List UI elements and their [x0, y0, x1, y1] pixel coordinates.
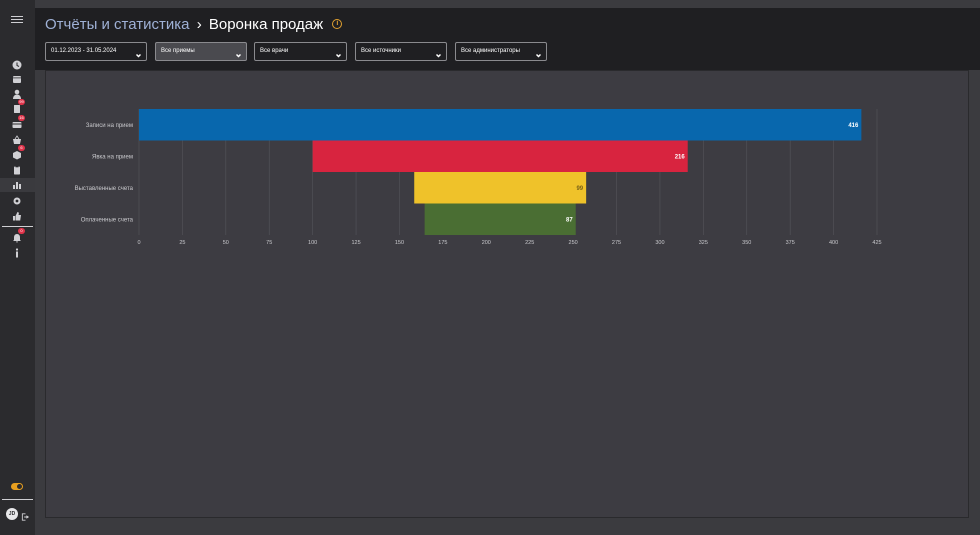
x-tick-label-11: 275: [612, 240, 621, 246]
sources-value: Все источники: [361, 48, 402, 54]
sidebar-bottom-divider: [2, 499, 33, 500]
category-label-1: Явка на прием: [92, 154, 133, 160]
x-tick-label-10: 250: [569, 240, 578, 246]
chevron-down-icon: [435, 49, 442, 58]
x-tick-label-9: 225: [525, 240, 534, 246]
category-label-0: Записи на прием: [86, 123, 133, 129]
document-icon[interactable]: 99: [8, 99, 26, 116]
chevron-down-icon: [135, 49, 142, 58]
document-badge: 99: [18, 99, 25, 105]
logout-icon[interactable]: [21, 509, 30, 521]
chevron-down-icon: [235, 49, 242, 58]
doctors-value: Все врачи: [260, 48, 289, 54]
x-tick-label-15: 375: [786, 240, 795, 246]
bar-chart-icon[interactable]: [8, 178, 26, 192]
sidebar-divider: [2, 226, 33, 227]
page-title: Отчёты и статистика › Воронка продаж i: [45, 16, 343, 33]
x-tick-label-2: 50: [223, 240, 229, 246]
info-icon[interactable]: [8, 246, 26, 260]
page-title-text: Воронка продаж: [208, 16, 324, 33]
x-tick-label-8: 200: [482, 240, 491, 246]
theme-toggle[interactable]: [11, 483, 23, 490]
chevron-down-icon: [535, 49, 542, 58]
sidebar: 99 16 6 0 JD: [0, 0, 35, 535]
value-label-0: 416: [848, 123, 859, 129]
appointments-value: Все приемы: [161, 48, 195, 54]
card-badge: 16: [18, 115, 25, 121]
doctors-filter[interactable]: Все врачи: [254, 42, 347, 61]
clock-icon[interactable]: [8, 58, 26, 72]
x-tick-label-1: 25: [179, 240, 185, 246]
header-panel: Отчёты и статистика › Воронка продаж i 0…: [35, 8, 980, 70]
category-label-3: Оплаченные счета: [81, 217, 134, 223]
bell-icon[interactable]: 0: [8, 228, 26, 245]
date-range-filter[interactable]: 01.12.2023 - 31.05.2024: [45, 42, 147, 61]
x-tick-label-7: 175: [438, 240, 447, 246]
avatar[interactable]: JD: [6, 508, 18, 520]
sources-filter[interactable]: Все источники: [355, 42, 447, 61]
value-label-3: 87: [566, 217, 573, 223]
x-tick-label-17: 425: [872, 240, 881, 246]
administrators-value: Все администраторы: [461, 48, 520, 54]
chevron-down-icon: [335, 49, 342, 58]
info-circle-icon[interactable]: i: [332, 19, 343, 29]
calendar-icon[interactable]: [8, 72, 26, 86]
basket-icon[interactable]: [8, 133, 26, 147]
hamburger-menu-icon[interactable]: [11, 16, 23, 26]
box-badge: 6: [18, 145, 25, 151]
funnel-bar-2[interactable]: [414, 172, 587, 204]
user-icon[interactable]: [8, 87, 26, 101]
x-tick-label-16: 400: [829, 240, 838, 246]
value-label-2: 99: [576, 186, 583, 192]
chart-panel: 0 25 50 75 100 125 150 175 200 225 250 275 300 325 350…: [45, 70, 969, 518]
administrators-filter[interactable]: Все администраторы: [455, 42, 547, 61]
x-tick-label-0: 0: [137, 240, 140, 246]
thumb-icon[interactable]: [8, 209, 26, 223]
funnel-bar-0[interactable]: [139, 109, 862, 141]
card-icon[interactable]: 16: [8, 115, 26, 132]
clipboard-icon[interactable]: [8, 163, 26, 177]
x-tick-label-5: 125: [351, 240, 360, 246]
x-tick-label-4: 100: [308, 240, 317, 246]
bell-badge: 0: [18, 228, 25, 234]
appointments-filter[interactable]: Все приемы: [155, 42, 247, 61]
x-tick-label-6: 150: [395, 240, 404, 246]
x-tick-label-3: 75: [266, 240, 272, 246]
date-range-value: 01.12.2023 - 31.05.2024: [51, 48, 117, 54]
category-label-2: Выставленные счета: [75, 186, 134, 192]
x-tick-label-14: 350: [742, 240, 751, 246]
value-label-1: 216: [675, 154, 686, 160]
funnel-bar-3[interactable]: [424, 203, 576, 236]
breadcrumb-separator: ›: [196, 16, 202, 33]
funnel-chart: 0 25 50 75 100 125 150 175 200 225 250 275 300 325 350…: [75, 109, 882, 246]
breadcrumb-reports[interactable]: Отчёты и статистика: [45, 16, 190, 33]
funnel-bar-1[interactable]: [312, 140, 688, 173]
box-icon[interactable]: 6: [8, 145, 26, 162]
x-tick-label-12: 300: [655, 240, 664, 246]
x-tick-label-13: 325: [699, 240, 708, 246]
gear-icon[interactable]: [8, 194, 26, 208]
